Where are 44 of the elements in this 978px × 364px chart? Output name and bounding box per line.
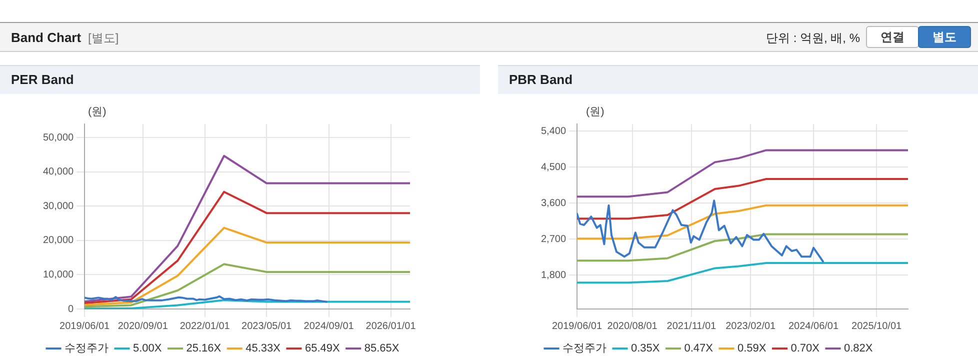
legend-label: 0.82X (844, 342, 874, 355)
x-tick-label: 2020/09/01 (118, 320, 168, 332)
y-tick-label: 50,000 (42, 132, 74, 144)
text: Band Chart (11, 30, 82, 45)
text: 연결 (866, 26, 919, 48)
legend-label: 5.00X (133, 342, 162, 355)
y-tick-label: 5,400 (540, 126, 566, 137)
legend-label: 수정주가 (562, 342, 606, 355)
y-axis-title: (원) (88, 105, 106, 119)
text: 단위 : 억원, 배, % (766, 30, 860, 47)
legend-label: 0.47X (684, 342, 714, 355)
legend-label: 0.59X (737, 342, 767, 355)
y-tick-label: 0 (68, 304, 74, 315)
x-tick-label: 2025/10/01 (852, 320, 902, 332)
y-tick-label: 4,500 (540, 162, 566, 173)
legend-label: 65.49X (304, 342, 340, 355)
y-tick-label: 2,700 (540, 234, 566, 245)
legend-label: 수정주가 (64, 342, 108, 355)
y-tick-label: 1,800 (540, 270, 566, 281)
legend-label: 0.70X (790, 342, 820, 355)
y-tick-label: 30,000 (42, 200, 74, 212)
x-tick-label: 2020/08/01 (607, 320, 658, 332)
text: [별도] (88, 30, 119, 47)
x-tick-label: 2023/02/01 (726, 320, 776, 332)
x-tick-label: 2026/01/01 (366, 320, 416, 332)
legend-label: 25.16X (186, 342, 222, 355)
x-tick-label: 2023/05/01 (242, 320, 292, 332)
chart-title: PER Band (0, 65, 480, 94)
x-tick-label: 2019/06/01 (552, 320, 602, 332)
legend-label: 85.65X (364, 342, 400, 355)
legend-label: 45.33X (246, 342, 282, 355)
text: 별도 (918, 26, 971, 48)
x-tick-label: 2019/06/01 (60, 320, 110, 332)
y-tick-label: 3,600 (540, 198, 566, 209)
y-tick-label: 40,000 (42, 166, 74, 178)
y-tick-label: 10,000 (42, 269, 74, 280)
x-tick-label: 2024/09/01 (304, 320, 354, 332)
chart-title: PBR Band (498, 65, 978, 94)
y-tick-label: 20,000 (42, 235, 74, 246)
x-tick-label: 2021/11/01 (666, 320, 717, 332)
legend-label: 0.35X (631, 342, 660, 355)
x-tick-label: 2022/01/01 (180, 320, 230, 332)
y-axis-title: (원) (586, 105, 604, 119)
x-tick-label: 2024/06/01 (788, 320, 839, 332)
